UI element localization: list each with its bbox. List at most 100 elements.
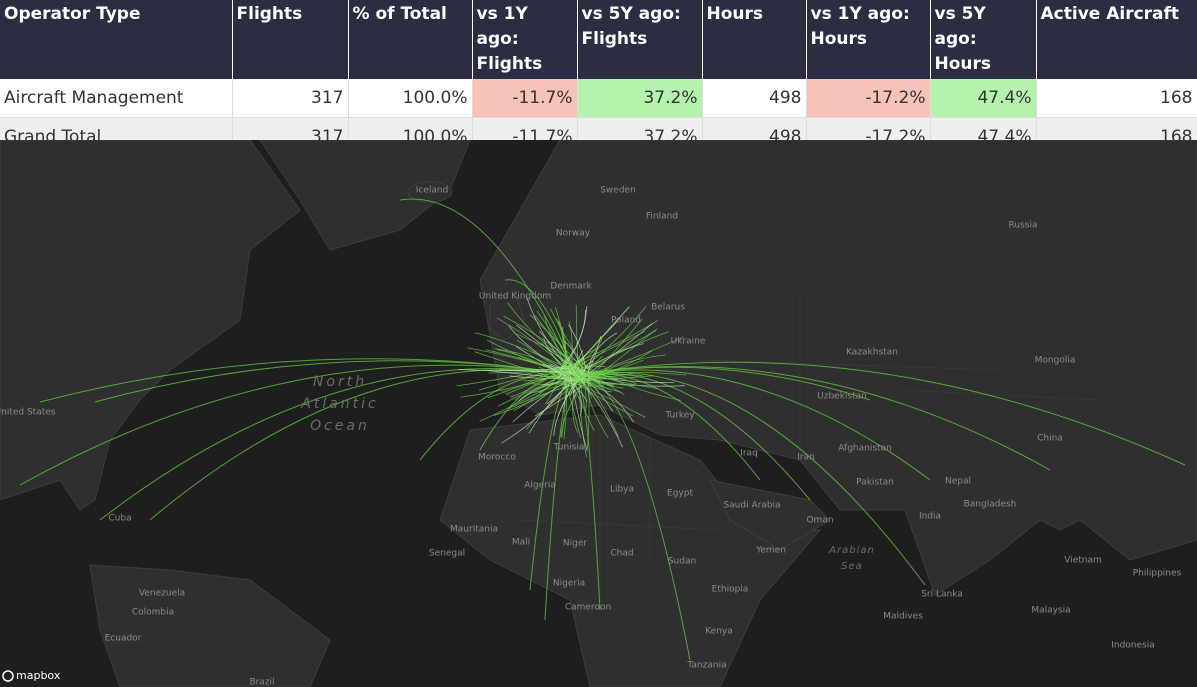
country-label: Senegal (429, 549, 465, 559)
country-label: United States (0, 408, 56, 418)
route (560, 375, 587, 437)
column-header: vs 1Y ago: Hours (806, 0, 931, 79)
route (567, 365, 588, 452)
table-cell: 168 (1036, 79, 1197, 118)
mapbox-logo: mapbox (2, 669, 61, 682)
country-label: Indonesia (1111, 641, 1155, 651)
route (562, 365, 657, 389)
table-row: Aircraft Management 317 100.0% -11.7% 37.2% 4… (0, 79, 1197, 118)
country-label: Belarus (651, 303, 685, 313)
route (528, 378, 582, 394)
country-label: Russia (1009, 221, 1038, 231)
country-label: Cameroon (565, 603, 611, 613)
route (399, 198, 576, 376)
country-label: China (1037, 434, 1063, 444)
ocean-label: North (313, 374, 367, 390)
column-header: Active Aircraft (1036, 0, 1197, 79)
route (541, 342, 565, 369)
route (460, 373, 562, 398)
route (533, 314, 565, 373)
country-label: Chad (610, 549, 633, 559)
column-header: Flights (232, 0, 349, 79)
route (574, 361, 1186, 466)
country-label: Cuba (108, 514, 131, 524)
route (574, 366, 1051, 471)
route (560, 375, 611, 385)
route (585, 350, 653, 381)
country-label: Pakistan (856, 478, 894, 488)
country-label: Libya (610, 485, 634, 495)
country-label: Malaysia (1031, 606, 1070, 616)
country-label: Nigeria (553, 579, 585, 589)
flight-map: Iceland SwedenFinlandNorwayRussiaDenmarkU… (0, 140, 1197, 687)
table-cell: 317 (232, 79, 349, 118)
country-label: Mongolia (1035, 356, 1076, 366)
route (99, 367, 576, 521)
country-label: Venezuela (139, 589, 185, 599)
column-header: vs 1Y ago: Flights (472, 0, 578, 79)
route (487, 366, 563, 399)
route (561, 331, 646, 375)
route (578, 377, 587, 458)
country-label: Sweden (600, 186, 636, 196)
route (149, 369, 576, 521)
sea-label: Arabian (828, 545, 875, 556)
route (494, 348, 562, 374)
country-label: Iraq (740, 449, 758, 459)
route (577, 383, 646, 418)
country-label: Oman (806, 516, 833, 526)
route (486, 339, 587, 382)
map-labels: Iceland SwedenFinlandNorwayRussiaDenmarkU… (0, 186, 1182, 687)
route (578, 366, 601, 382)
summary-table: Operator Type Flights% of Total vs 1Y ago:… (0, 0, 1197, 157)
table-cell: 498 (702, 79, 807, 118)
route (562, 327, 588, 381)
route (587, 382, 614, 412)
route (19, 364, 576, 486)
country-label: Ethiopia (712, 585, 749, 595)
route (474, 351, 562, 381)
country-label: United Kingdom (479, 292, 551, 302)
route (572, 369, 580, 433)
country-label: Iran (797, 453, 815, 463)
route (544, 314, 590, 383)
route (589, 328, 658, 383)
route (553, 365, 589, 436)
route (94, 360, 576, 403)
country-label: Vietnam (1064, 556, 1102, 566)
route (574, 369, 931, 481)
country-label: Ecuador (105, 634, 142, 644)
country-label: Saudi Arabia (723, 501, 780, 511)
table-cell: 47.4% (930, 79, 1037, 118)
country-label: Ukraine (671, 337, 706, 347)
country-label: Tunisia (553, 443, 585, 453)
table-cell: -17.2% (806, 79, 931, 118)
table-cell: Aircraft Management (0, 79, 233, 118)
route (577, 384, 633, 417)
ocean-label: Ocean (310, 418, 370, 434)
sea-label: Sea (841, 561, 863, 572)
country-label: Mali (512, 538, 530, 548)
flight-routes (19, 198, 1186, 661)
route (479, 375, 570, 422)
country-label: Kazakhstan (846, 348, 898, 358)
route (419, 373, 576, 461)
route (584, 331, 669, 372)
route (501, 383, 568, 444)
country-label: Iceland (416, 186, 449, 196)
route (563, 376, 567, 440)
route (576, 372, 596, 379)
route (550, 308, 587, 368)
route (570, 367, 623, 448)
borders (519, 290, 1101, 600)
country-label: Morocco (478, 453, 516, 463)
route (564, 373, 643, 377)
country-label: Algeria (524, 481, 556, 491)
route (493, 383, 564, 416)
country-label: Sri Lanka (921, 590, 963, 600)
route (585, 381, 620, 438)
column-header: Operator Type (0, 0, 233, 79)
country-label: Afghanistan (838, 444, 892, 454)
country-label: Yemen (755, 546, 786, 556)
column-header: Hours (702, 0, 807, 79)
